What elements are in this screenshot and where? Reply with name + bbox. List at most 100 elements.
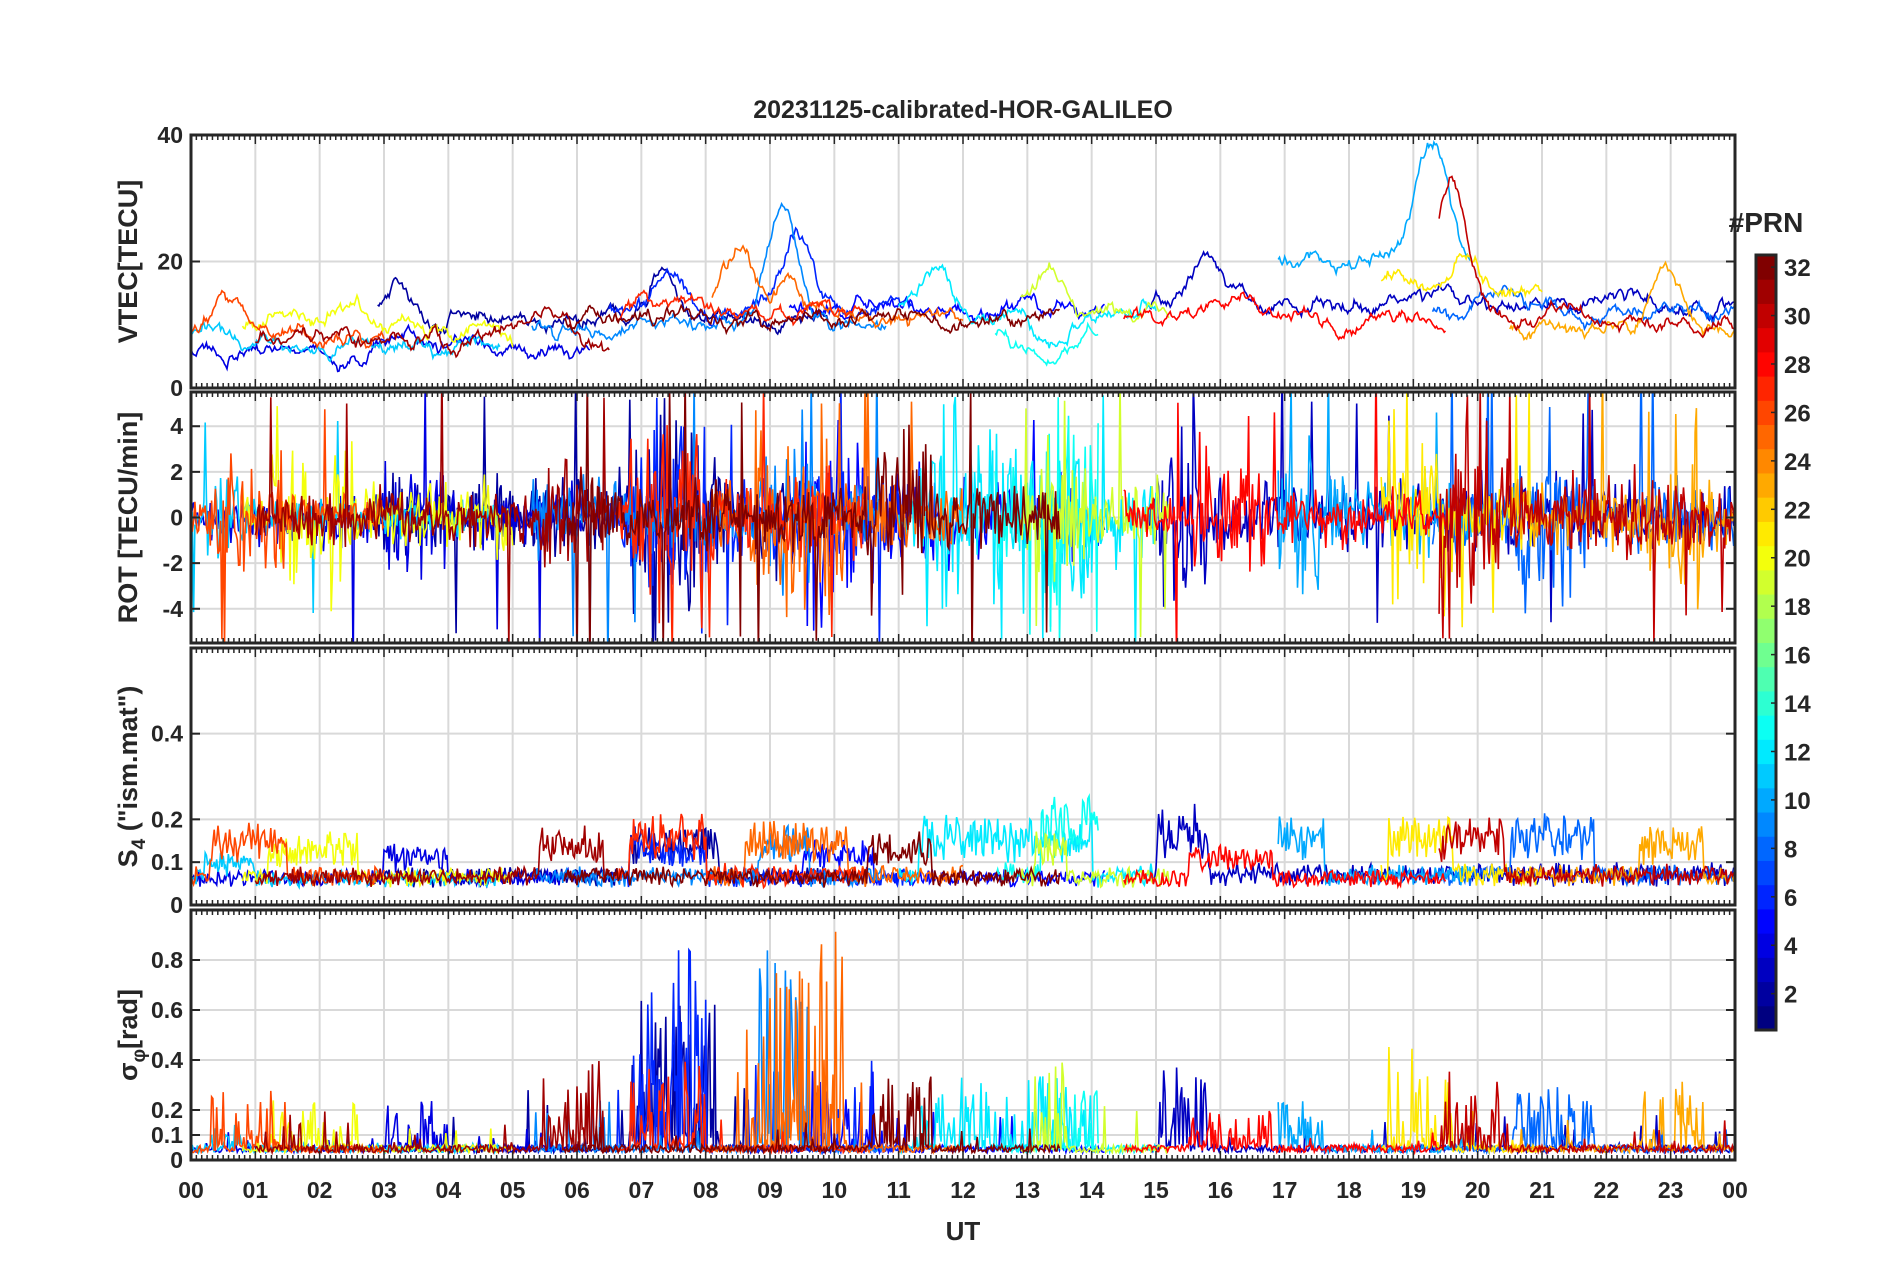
panel-rot: -4 -2 0 2 4 ROT [TECU/min] [113, 390, 1737, 645]
x-tick-label: 17 [1272, 1177, 1298, 1203]
colorbar-segment [1756, 690, 1776, 716]
colorbar-segment [1756, 957, 1776, 983]
series-line-prn-21 [1380, 252, 1543, 299]
x-axis-label: UT [946, 1216, 981, 1246]
colorbar-segment [1756, 1005, 1776, 1031]
series-line-prn-11 [191, 321, 501, 363]
y-axis-label-rot: ROT [TECU/min] [113, 412, 143, 623]
series-line-prn-31 [254, 825, 610, 888]
colorbar-tick-label: 2 [1784, 982, 1797, 1009]
colorbar-segment [1756, 715, 1776, 740]
colorbar-segment [1756, 497, 1776, 522]
colorbar-segment [1756, 303, 1776, 329]
panel-s4-series [191, 793, 1735, 890]
series-line-prn-10 [1277, 140, 1472, 277]
colorbar-segment [1756, 739, 1776, 765]
y-tick-label: 0.2 [151, 1097, 183, 1123]
x-tick-label: 04 [436, 1177, 462, 1203]
x-tick-label: 18 [1336, 1177, 1362, 1203]
colorbar-tick-label: 28 [1784, 352, 1811, 379]
x-tick-label: 02 [307, 1177, 333, 1203]
x-tick-label: 12 [950, 1177, 976, 1203]
colorbar-tick-label: 26 [1784, 400, 1811, 427]
x-tick-label: 13 [1015, 1177, 1041, 1203]
series-line-prn-28 [1123, 392, 1447, 643]
colorbar-segment [1756, 981, 1776, 1007]
colorbar-tick-label: 32 [1784, 255, 1811, 282]
colorbar-segment [1756, 448, 1776, 474]
colorbar-segment [1756, 812, 1776, 837]
series-line-prn-13 [994, 793, 1099, 884]
series-line-prn-13 [994, 321, 1099, 367]
colorbar-tick-label: 20 [1784, 546, 1811, 573]
x-tick-label: 00 [1722, 1177, 1748, 1203]
colorbar-segment [1756, 472, 1776, 498]
x-tick-label: 06 [564, 1177, 590, 1203]
series-line-prn-23 [1509, 392, 1735, 610]
colorbar-segment [1756, 836, 1776, 861]
series-line-prn-3 [1149, 249, 1735, 323]
x-axis-ticks: 00 01 02 03 04 05 06 07 08 09 10 11 12 13 14 15 16 17 18 19… [178, 1177, 1748, 1203]
y-tick-label: 0.2 [151, 806, 183, 832]
x-tick-label: 01 [243, 1177, 269, 1203]
y-axis-label-vtec: VTEC[TECU] [113, 180, 143, 344]
colorbar-tick-label: 16 [1784, 643, 1811, 670]
y-axis-label-sigma: σφ[rad] [113, 989, 150, 1081]
colorbar-segment [1756, 666, 1776, 692]
x-tick-label: 22 [1594, 1177, 1620, 1203]
series-line-prn-27 [614, 289, 868, 327]
series-line-prn-4 [191, 323, 591, 373]
y-tick-label: 20 [157, 249, 183, 275]
colorbar-tick-label: 10 [1784, 788, 1811, 815]
series-line-prn-20 [241, 292, 514, 348]
x-tick-label: 08 [693, 1177, 719, 1203]
series-line-prn-12 [897, 814, 1157, 888]
series-line-prn-30 [1438, 1071, 1735, 1156]
y-tick-label: 0.1 [151, 849, 183, 875]
colorbar-segment [1756, 376, 1776, 401]
x-tick-label: 11 [887, 1177, 912, 1203]
series-line-prn-23 [1509, 1081, 1735, 1155]
y-axis-label-s4: S4 ("ism.mat") [113, 686, 150, 868]
series-line-prn-31 [255, 305, 610, 359]
panel-sigma: 00.10.2 0.4 0.6 0.8σφ[rad] [113, 908, 1737, 1173]
colorbar-segment [1756, 351, 1776, 377]
series-line-prn-31 [254, 392, 610, 643]
y-tick-label: 4 [170, 413, 183, 439]
y-tick-label: 0.4 [151, 1047, 183, 1073]
panel-vtec-series [191, 140, 1735, 373]
series-line-prn-25 [711, 392, 964, 618]
colorbar-segment [1756, 327, 1776, 353]
series-line-prn-23 [1509, 260, 1735, 341]
colorbar-segment [1756, 763, 1776, 789]
colorbar-tick-label: 18 [1784, 594, 1811, 621]
series-line-prn-31 [254, 1060, 610, 1156]
y-tick-label: 0 [170, 505, 183, 531]
panel-vtec: 0 20 40 VTEC[TECU] [113, 122, 1737, 401]
colorbar-segment [1756, 908, 1776, 934]
colorbar-segment [1756, 860, 1776, 886]
x-tick-label: 16 [1208, 1177, 1234, 1203]
x-tick-label: 20 [1465, 1177, 1491, 1203]
colorbar-segment [1756, 424, 1776, 450]
y-tick-label: -2 [163, 550, 183, 576]
y-tick-label: 0 [170, 892, 183, 918]
colorbar-segment [1756, 594, 1776, 619]
colorbar-tick-label: 30 [1784, 304, 1811, 331]
colorbar-segment [1756, 521, 1776, 547]
y-tick-label: -4 [163, 596, 184, 622]
colorbar-segment [1756, 279, 1776, 304]
series-line-prn-30 [1438, 175, 1735, 339]
y-tick-label: 0.6 [151, 997, 183, 1023]
series-line-prn-10 [1277, 816, 1472, 887]
x-tick-label: 19 [1401, 1177, 1427, 1203]
series-line-prn-32 [563, 303, 1061, 336]
colorbar-tick-label: 8 [1784, 836, 1797, 863]
colorbar-segment [1756, 884, 1776, 910]
x-tick-label: 21 [1529, 1177, 1555, 1203]
colorbar-tick-label: 12 [1784, 739, 1811, 766]
x-tick-label: 05 [500, 1177, 526, 1203]
y-tick-label: 0.1 [151, 1122, 183, 1148]
